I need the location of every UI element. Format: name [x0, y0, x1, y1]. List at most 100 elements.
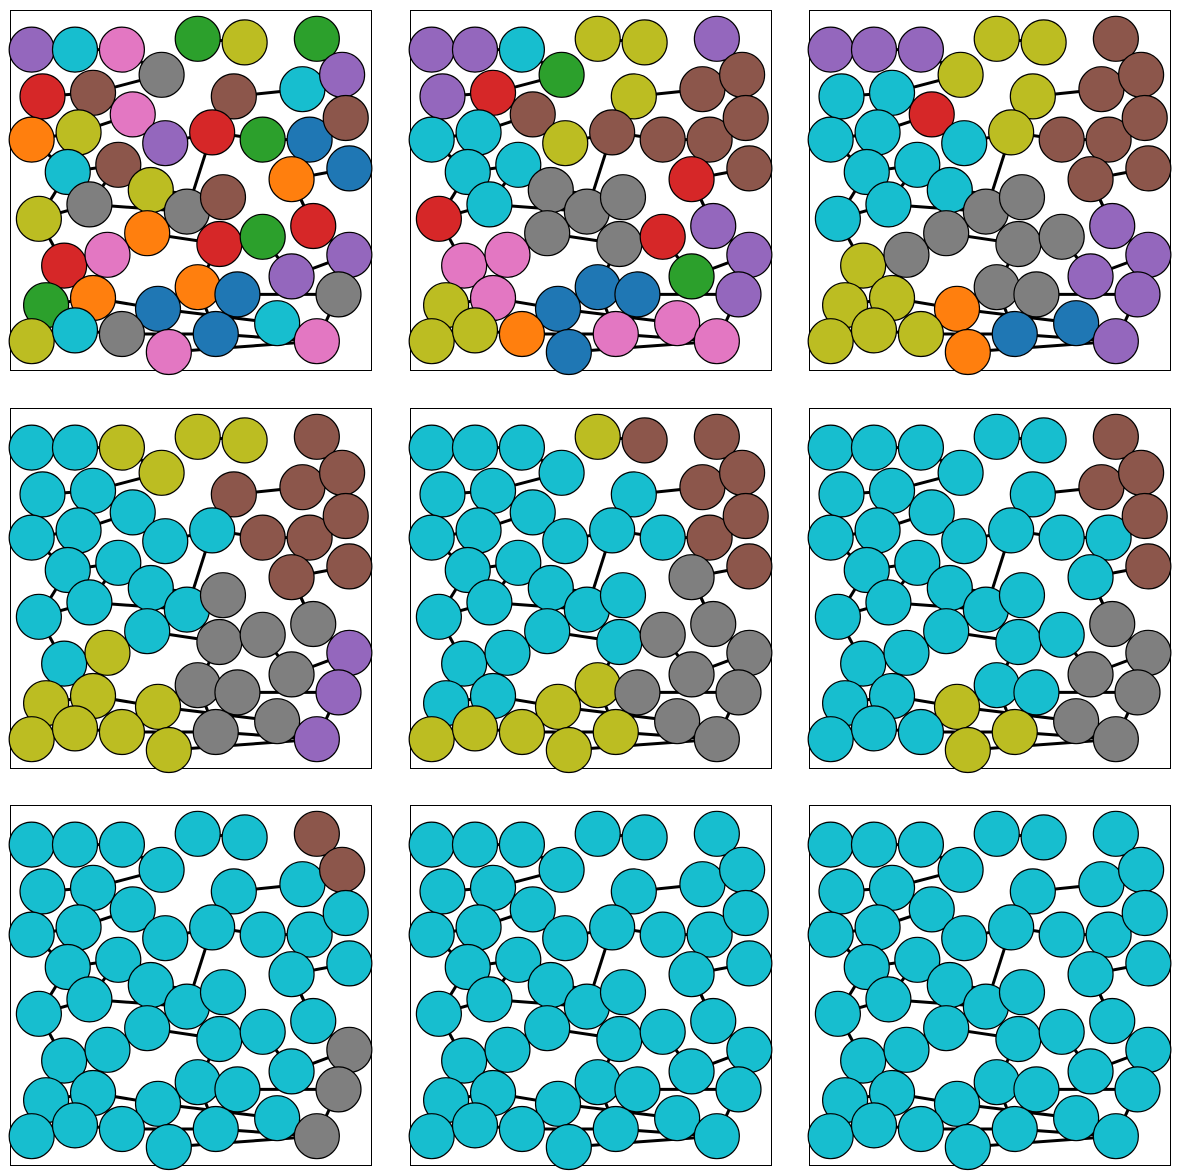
particle-cyan: [15, 990, 62, 1037]
particle-cyan: [973, 413, 1020, 460]
particle-green: [668, 253, 715, 300]
particle-cyan: [495, 539, 542, 586]
particle-cyan: [469, 864, 517, 911]
particle-cyan: [1092, 810, 1139, 857]
particle-brown: [210, 73, 257, 120]
particle-cyan: [693, 810, 740, 857]
particle-blue: [214, 271, 261, 318]
particle-cyan: [807, 116, 854, 163]
particle-cyan: [1125, 940, 1172, 987]
particle-cyan: [98, 821, 146, 868]
particle-cyan: [840, 640, 887, 687]
particle-cyan: [686, 911, 733, 958]
particle-red: [415, 195, 462, 242]
particle-cyan: [596, 618, 643, 666]
particle-gray: [199, 572, 247, 619]
particle-cyan: [455, 904, 502, 951]
particle-olive: [545, 726, 592, 774]
particle-cyan: [592, 1105, 639, 1153]
particle-cyan: [55, 904, 102, 951]
particle-brown: [1085, 116, 1132, 163]
particle-cyan: [69, 467, 117, 514]
particle-cyan: [868, 69, 916, 116]
particle-cyan: [883, 1026, 930, 1073]
particle-cyan: [498, 1105, 546, 1153]
particle-olive: [98, 424, 146, 471]
particle-cyan: [145, 1123, 192, 1171]
particle-pink: [654, 300, 701, 347]
particle-olive: [174, 413, 221, 460]
bond-line: [568, 339, 717, 354]
particle-brown: [726, 543, 773, 590]
particle-gray: [654, 698, 701, 745]
particle-cyan: [51, 1102, 99, 1149]
particle-purple: [293, 716, 340, 763]
bond-line: [568, 737, 717, 752]
particle-blue: [991, 310, 1038, 358]
particle-blue: [574, 264, 621, 311]
particle-gray: [214, 669, 261, 716]
particle-cyan: [279, 861, 326, 908]
particle-purple: [897, 26, 945, 73]
particle-cyan: [1121, 889, 1168, 937]
particle-pink: [293, 318, 340, 365]
particle-gray: [690, 600, 737, 648]
particle-purple: [319, 51, 366, 98]
particle-cyan: [897, 821, 945, 868]
particle-cyan: [574, 810, 621, 857]
particle-cyan: [850, 821, 898, 868]
particle-cyan: [55, 507, 102, 554]
particle-cyan: [192, 1105, 239, 1153]
particle-cyan: [610, 868, 657, 915]
particle-cyan: [408, 821, 455, 868]
particle-cyan: [908, 489, 955, 536]
particle-brown: [722, 94, 769, 142]
particle-purple: [1092, 318, 1139, 365]
particle-gray: [599, 174, 647, 221]
particle-olive: [592, 708, 639, 756]
particle-cyan: [509, 886, 556, 933]
particle-cyan: [174, 1059, 221, 1106]
particle-cyan: [1020, 417, 1067, 464]
particle-cyan: [589, 507, 636, 554]
particle-orange: [498, 310, 546, 358]
particle-brown: [1125, 543, 1172, 590]
particle-cyan: [196, 1015, 243, 1063]
particle-red: [908, 91, 955, 138]
particle-orange: [944, 328, 991, 376]
particle-cyan: [722, 889, 769, 937]
particle-brown: [686, 116, 733, 163]
particle-cyan: [41, 1037, 88, 1084]
particle-pink: [484, 231, 531, 278]
particle-cyan: [807, 424, 854, 471]
particle-orange: [8, 116, 55, 163]
particle-layer: [807, 413, 1172, 774]
particle-cyan: [408, 514, 455, 561]
particle-blue: [134, 285, 182, 332]
particle-purple: [807, 26, 854, 73]
particle-cyan: [843, 943, 890, 991]
particle-cyan: [894, 936, 941, 983]
particle-cyan: [995, 1015, 1042, 1063]
particle-brown: [1067, 156, 1114, 203]
particle-cyan: [538, 846, 585, 893]
particle-brown: [1092, 15, 1139, 62]
particle-cyan: [941, 518, 988, 565]
particle-cyan: [854, 904, 901, 951]
particle-brown: [1078, 464, 1125, 511]
particle-red: [196, 220, 243, 268]
particle-cyan: [142, 518, 189, 565]
particle-gray: [1053, 698, 1100, 745]
particle-cyan: [941, 120, 988, 167]
particle-cyan: [8, 821, 55, 868]
particle-cyan: [408, 1113, 455, 1160]
particle-purple: [142, 120, 189, 167]
particle-gray: [268, 651, 315, 698]
particle-olive: [542, 120, 589, 167]
particle-cyan: [408, 911, 455, 958]
particle-layer: [8, 15, 373, 376]
particle-cyan: [469, 467, 517, 514]
particle-cyan: [726, 940, 773, 987]
particle-brown: [286, 514, 333, 561]
